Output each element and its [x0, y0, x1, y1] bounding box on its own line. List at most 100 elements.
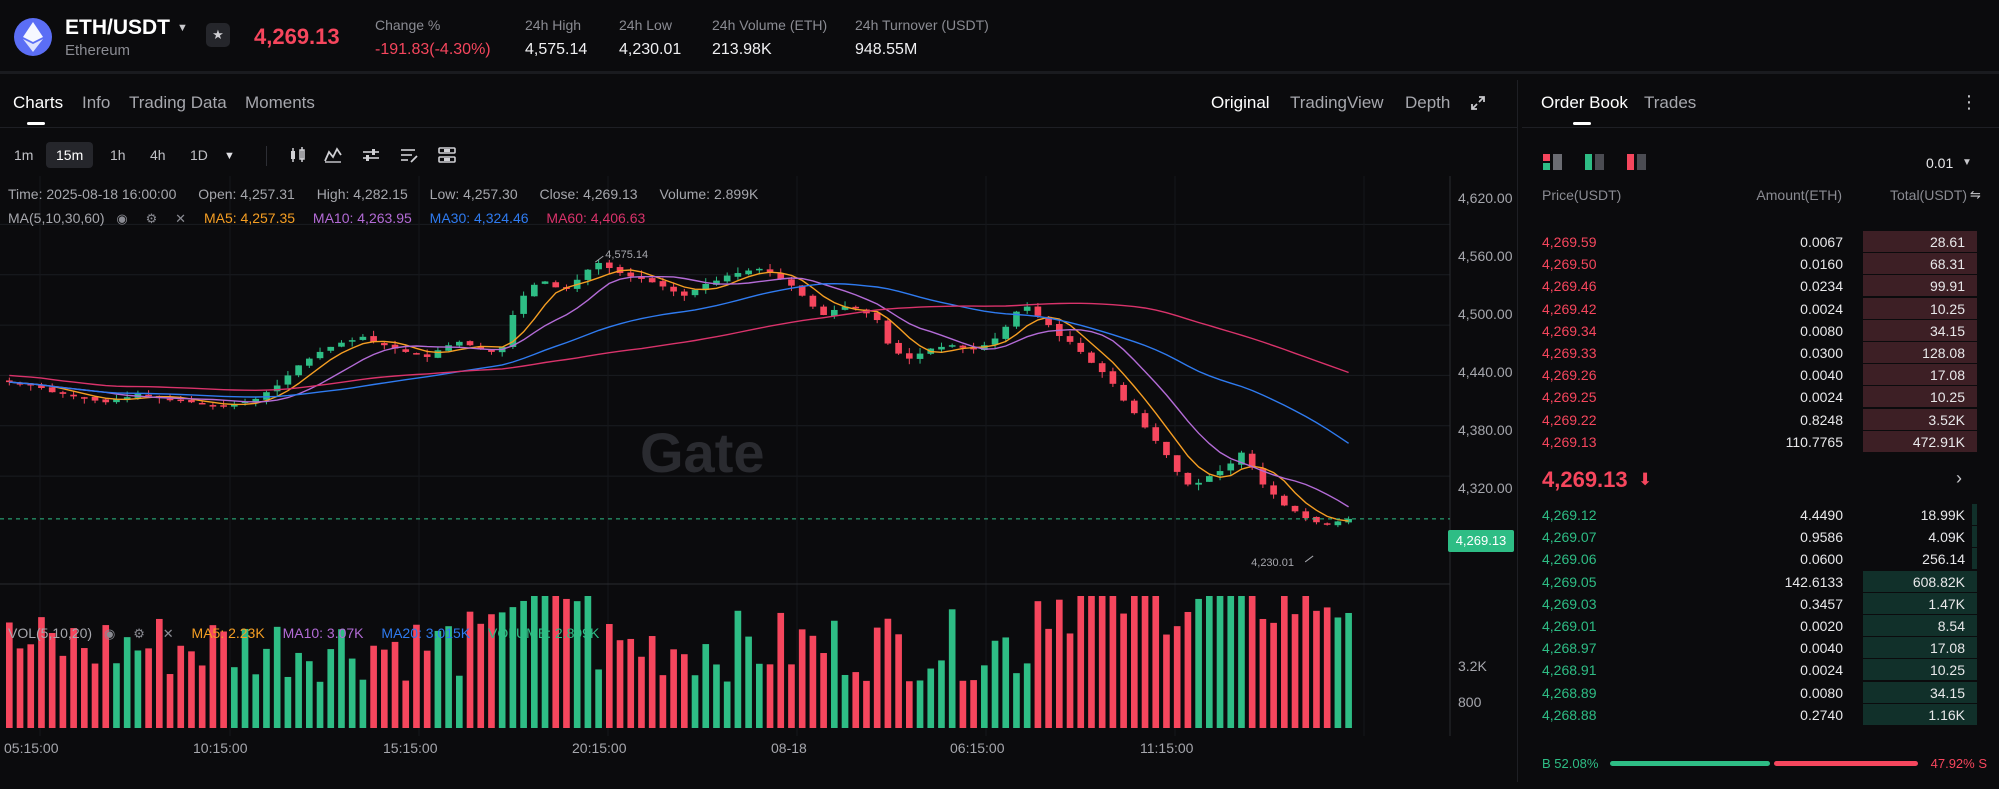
- view-original[interactable]: Original: [1211, 93, 1270, 112]
- bid-row[interactable]: 4,269.03 0.3457 1.47K: [1522, 592, 1977, 615]
- gear-icon[interactable]: ⚙: [133, 626, 145, 641]
- candle-body: [520, 295, 527, 314]
- volume-bar: [156, 618, 163, 728]
- volume-bar: [659, 675, 667, 728]
- candle-body: [263, 392, 270, 400]
- candle-body: [38, 385, 45, 388]
- candle-body: [959, 345, 967, 348]
- bid-row[interactable]: 4,268.88 0.2740 1.16K: [1522, 703, 1977, 726]
- bid-row[interactable]: 4,269.01 0.0020 8.54: [1522, 615, 1977, 637]
- ma5-line: [9, 269, 1349, 522]
- chevron-down-icon[interactable]: ▼: [1962, 157, 1972, 168]
- interval-4h[interactable]: 4h: [150, 147, 166, 163]
- interval-1d[interactable]: 1D: [190, 147, 208, 163]
- y-tick: 4,320.00: [1458, 480, 1513, 496]
- candle-body: [938, 346, 945, 350]
- volume-bar: [27, 644, 35, 728]
- precision-select[interactable]: 0.01: [1926, 155, 1954, 171]
- swap-total-icon[interactable]: ⇋: [1970, 187, 1981, 202]
- toolbar-divider: [266, 146, 267, 166]
- y-tick: 4,500.00: [1458, 306, 1513, 322]
- ohlc-info: Time: 2025-08-18 16:00:00 Open: 4,257.31…: [8, 186, 776, 202]
- book-both-sides-icon[interactable]: [1542, 152, 1564, 172]
- more-options-icon[interactable]: ⋮: [1960, 92, 1978, 112]
- volume-bar: [38, 617, 45, 728]
- x-tick: 15:15:00: [383, 740, 438, 756]
- candle-body: [488, 349, 495, 352]
- candle-body: [884, 320, 892, 344]
- candle-body: [391, 344, 399, 349]
- interval-1m[interactable]: 1m: [14, 147, 34, 163]
- view-depth[interactable]: Depth: [1405, 93, 1451, 112]
- pair-name[interactable]: ETH/USDT: [65, 16, 170, 39]
- interval-dropdown-icon[interactable]: ▼: [224, 150, 235, 162]
- indicators-icon[interactable]: [323, 146, 343, 164]
- drawing-tools-icon[interactable]: [399, 146, 419, 164]
- price-chart[interactable]: Gate 4,575.14 4,230.01: [0, 176, 1518, 736]
- bid-row[interactable]: 4,268.89 0.0080 34.15: [1522, 681, 1977, 704]
- order-price: 4,269.46: [1542, 278, 1597, 295]
- ask-row[interactable]: 4,269.13 110.7765 472.91K: [1522, 430, 1977, 453]
- volume-bar: [348, 658, 356, 728]
- bid-row[interactable]: 4,268.97 0.0040 17.08: [1522, 637, 1977, 659]
- bid-row[interactable]: 4,269.07 0.9586 4.09K: [1522, 526, 1977, 548]
- candle-body: [466, 341, 474, 346]
- book-bids-only-icon[interactable]: [1584, 152, 1606, 172]
- volume-bar: [391, 641, 399, 728]
- book-asks-only-icon[interactable]: [1626, 152, 1648, 172]
- view-tradingview[interactable]: TradingView: [1290, 93, 1384, 112]
- chevron-right-icon[interactable]: ›: [1956, 468, 1962, 488]
- ask-row[interactable]: 4,269.34 0.0080 34.15: [1522, 319, 1977, 342]
- bid-row[interactable]: 4,269.06 0.0600 256.14: [1522, 548, 1977, 570]
- ask-row[interactable]: 4,269.46 0.0234 99.91: [1522, 275, 1977, 297]
- tab-order-book[interactable]: Order Book: [1541, 93, 1628, 112]
- order-book-panel: Order Book Trades ⋮ 0.01 ▼ Price(USDT) A…: [1522, 80, 1999, 782]
- close-icon[interactable]: ✕: [162, 626, 174, 641]
- volume-bar: [1173, 626, 1181, 728]
- order-price: 4,269.05: [1542, 573, 1597, 590]
- ask-row[interactable]: 4,269.22 0.8248 3.52K: [1522, 408, 1977, 431]
- interval-15m[interactable]: 15m: [46, 142, 94, 168]
- tab-charts[interactable]: Charts: [13, 93, 64, 112]
- volume-bar: [520, 600, 527, 728]
- gear-icon[interactable]: ⚙: [145, 211, 158, 226]
- layout-toggle-icon[interactable]: [437, 146, 457, 164]
- tab-trades[interactable]: Trades: [1644, 93, 1697, 112]
- settings-sliders-icon[interactable]: [361, 146, 381, 164]
- close-icon[interactable]: ✕: [175, 211, 187, 226]
- candle-type-icon[interactable]: [288, 146, 308, 164]
- tab-moments[interactable]: Moments: [245, 93, 315, 112]
- candle-body: [970, 347, 977, 350]
- ask-row[interactable]: 4,269.25 0.0024 10.25: [1522, 386, 1977, 408]
- candle-body: [359, 336, 367, 340]
- ask-row[interactable]: 4,269.50 0.0160 68.31: [1522, 253, 1977, 275]
- pair-dropdown-icon[interactable]: ▼: [177, 22, 188, 34]
- volume-bar: [1098, 596, 1106, 728]
- ask-row[interactable]: 4,269.42 0.0024 10.25: [1522, 297, 1977, 320]
- order-total: 472.91K: [1912, 433, 1965, 450]
- volume-bar: [488, 614, 495, 728]
- sell-ratio-bar: [1774, 761, 1918, 766]
- interval-1h[interactable]: 1h: [110, 147, 126, 163]
- eye-icon[interactable]: ◉: [116, 211, 128, 226]
- depth-bar: [1863, 592, 1977, 614]
- tab-trading-data[interactable]: Trading Data: [129, 93, 227, 112]
- ask-row[interactable]: 4,269.26 0.0040 17.08: [1522, 364, 1977, 386]
- bid-row[interactable]: 4,269.12 4.4490 18.99K: [1522, 504, 1977, 526]
- candle-body: [338, 342, 345, 347]
- favorite-star-button[interactable]: ★: [206, 23, 230, 47]
- ohlc-low: Low: 4,257.30: [429, 186, 518, 202]
- volume-bar: [627, 638, 635, 728]
- candle-body: [916, 353, 924, 359]
- bid-row[interactable]: 4,268.91 0.0024 10.25: [1522, 659, 1977, 681]
- eye-icon[interactable]: ◉: [103, 626, 116, 641]
- order-amount: 0.0024: [1800, 300, 1843, 317]
- volume-bar: [1013, 673, 1020, 728]
- expand-icon[interactable]: [1470, 95, 1486, 111]
- tab-info[interactable]: Info: [82, 93, 111, 112]
- ask-row[interactable]: 4,269.59 0.0067 28.61: [1522, 231, 1977, 253]
- ask-row[interactable]: 4,269.33 0.0300 128.08: [1522, 342, 1977, 364]
- candle-body: [316, 351, 324, 359]
- depth-bar: [1863, 297, 1977, 319]
- bid-row[interactable]: 4,269.05 142.6133 608.82K: [1522, 570, 1977, 593]
